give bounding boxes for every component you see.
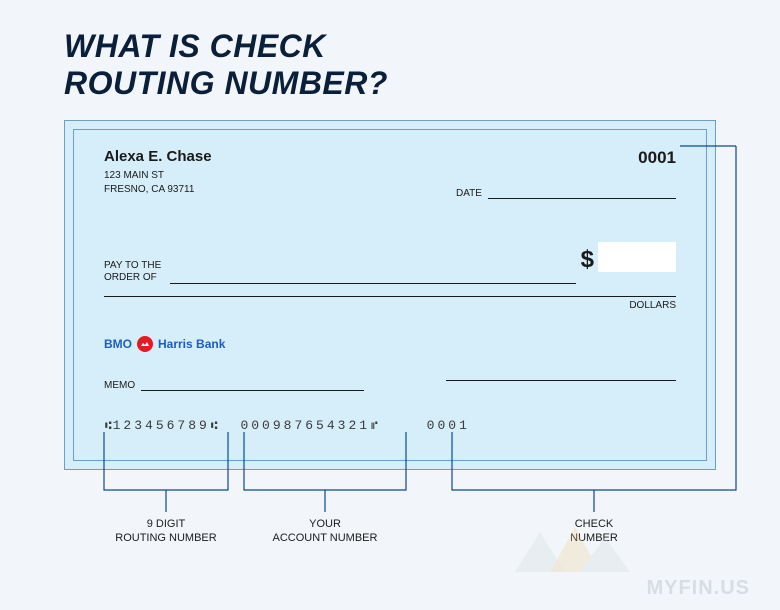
- micr-routing-segment: ⑆123456789⑆: [104, 418, 218, 433]
- callout-routing-line-2: ROUTING NUMBER: [108, 531, 224, 545]
- callout-account-line-2: ACCOUNT NUMBER: [265, 531, 385, 545]
- bank-logo: BMO Harris Bank: [104, 336, 225, 352]
- amount-box: [598, 242, 676, 272]
- pay-to-label: PAY TO THE ORDER OF: [104, 260, 170, 284]
- pay-to-row: PAY TO THE ORDER OF: [104, 260, 576, 284]
- bank-text-harris: Harris Bank: [158, 337, 225, 351]
- micr-line: ⑆123456789⑆ 000987654321⑈ 0001: [104, 418, 470, 433]
- bank-logo-icon: [137, 336, 153, 352]
- watermark-text: MYFIN.US: [646, 577, 750, 600]
- micr-check: 0001: [427, 418, 470, 433]
- payer-address-line-1: 123 MAIN ST: [104, 170, 164, 181]
- check-number-top: 0001: [638, 148, 676, 168]
- micr-account-segment: 000987654321⑈: [240, 418, 378, 433]
- callout-routing: 9 DIGIT ROUTING NUMBER: [108, 517, 224, 546]
- memo-row: MEMO: [104, 380, 364, 391]
- pay-to-line: [170, 270, 576, 284]
- micr-check-segment: 0001: [427, 418, 470, 433]
- title-line-2: ROUTING NUMBER?: [64, 65, 388, 102]
- date-label: DATE: [456, 188, 482, 199]
- callout-account: YOUR ACCOUNT NUMBER: [265, 517, 385, 546]
- callout-routing-line-1: 9 DIGIT: [108, 517, 224, 531]
- check-outer-frame: Alexa E. Chase 123 MAIN ST FRESNO, CA 93…: [64, 120, 716, 470]
- micr-account: 000987654321: [240, 418, 370, 433]
- dollars-label: DOLLARS: [629, 300, 676, 311]
- title-line-1: WHAT IS CHECK: [64, 28, 388, 65]
- memo-line: [141, 390, 364, 391]
- page-title: WHAT IS CHECK ROUTING NUMBER?: [64, 28, 388, 102]
- bank-text-bmo: BMO: [104, 337, 132, 351]
- signature-line: [446, 380, 676, 381]
- dollars-line: [104, 296, 676, 297]
- callout-account-line-1: YOUR: [265, 517, 385, 531]
- payer-address-line-2: FRESNO, CA 93711: [104, 184, 194, 195]
- memo-label: MEMO: [104, 380, 135, 391]
- payer-name: Alexa E. Chase: [104, 148, 212, 165]
- micr-routing: 123456789: [113, 418, 210, 433]
- watermark-icon: [515, 522, 635, 582]
- pay-to-label-line-1: PAY TO THE: [104, 260, 170, 272]
- dollar-sign: $: [581, 246, 594, 274]
- date-row: DATE: [456, 188, 676, 199]
- check-inner-frame: Alexa E. Chase 123 MAIN ST FRESNO, CA 93…: [73, 129, 707, 461]
- pay-to-label-line-2: ORDER OF: [104, 272, 170, 284]
- date-line: [488, 198, 676, 199]
